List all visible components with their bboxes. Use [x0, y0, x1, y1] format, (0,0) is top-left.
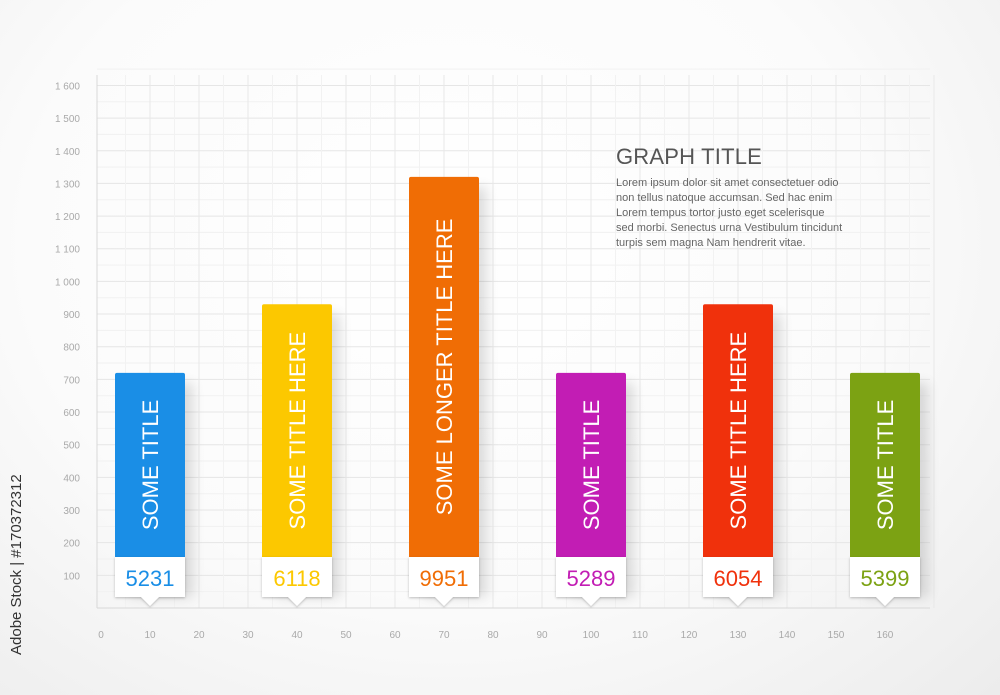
x-tick-label: 70 [438, 630, 450, 641]
stock-credit: Adobe Stock | #170372312 [8, 474, 25, 655]
graph-description: Lorem ipsum dolor sit amet consectetuer … [616, 177, 843, 249]
bar-title-label: SOME TITLE HERE [285, 332, 310, 530]
x-tick-label: 90 [536, 630, 548, 641]
x-tick-label: 0 [98, 630, 104, 641]
bar-title-label: SOME LONGER TITLE HERE [432, 219, 457, 516]
x-tick-label: 20 [193, 630, 205, 641]
bar-value-label: 5399 [861, 566, 910, 591]
x-tick-label: 110 [632, 630, 648, 641]
value-tag [850, 557, 920, 606]
y-tick-label: 1 200 [55, 212, 80, 223]
bar-title-label: SOME TITLE [138, 400, 163, 530]
bar-value-label: 5289 [567, 566, 616, 591]
bar-value-label: 6118 [273, 566, 320, 591]
value-tag [556, 557, 626, 606]
y-tick-label: 1 000 [55, 277, 80, 288]
x-tick-label: 120 [681, 630, 698, 641]
bar [850, 372, 920, 559]
y-tick-label: 200 [63, 539, 80, 550]
y-tick-label: 1 100 [55, 245, 80, 256]
y-tick-label: 1 400 [55, 147, 80, 158]
x-tick-label: 100 [583, 630, 600, 641]
y-tick-label: 300 [63, 506, 80, 517]
y-tick-label: 1 300 [55, 179, 80, 190]
y-tick-label: 100 [63, 571, 80, 582]
x-tick-label: 60 [389, 630, 401, 641]
x-tick-label: 30 [242, 630, 254, 641]
value-tag [409, 557, 479, 606]
graph-title: GRAPH TITLE [616, 144, 763, 169]
y-tick-label: 400 [63, 473, 80, 484]
x-tick-label: 50 [340, 630, 352, 641]
bar [556, 372, 626, 559]
y-tick-label: 700 [63, 375, 80, 386]
y-tick-label: 600 [63, 408, 80, 419]
bar [409, 176, 479, 559]
x-tick-label: 80 [487, 630, 499, 641]
value-tag [703, 557, 773, 606]
value-tag [262, 557, 332, 606]
x-tick-label: 140 [779, 630, 796, 641]
y-tick-label: 500 [63, 441, 80, 452]
bar [703, 304, 773, 559]
info-box: GRAPH TITLE Lorem ipsum dolor sit amet c… [616, 144, 876, 251]
bar [115, 372, 185, 559]
x-tick-label: 40 [291, 630, 303, 641]
bar-title-label: SOME TITLE [579, 400, 604, 530]
x-tick-label: 130 [730, 630, 747, 641]
bar-value-label: 6054 [714, 566, 763, 591]
x-tick-label: 10 [144, 630, 156, 641]
bar-title-label: SOME TITLE HERE [726, 332, 751, 530]
y-tick-label: 1 500 [55, 114, 80, 125]
y-tick-label: 800 [63, 343, 80, 354]
bar [262, 304, 332, 559]
bar-title-label: SOME TITLE [873, 400, 898, 530]
bar-value-label: 9951 [420, 566, 469, 591]
y-tick-label: 1 600 [55, 81, 80, 92]
x-tick-label: 150 [828, 630, 845, 641]
y-tick-label: 900 [63, 310, 80, 321]
value-tag [115, 557, 185, 606]
x-tick-label: 160 [877, 630, 894, 641]
bar-value-label: 5231 [126, 566, 175, 591]
